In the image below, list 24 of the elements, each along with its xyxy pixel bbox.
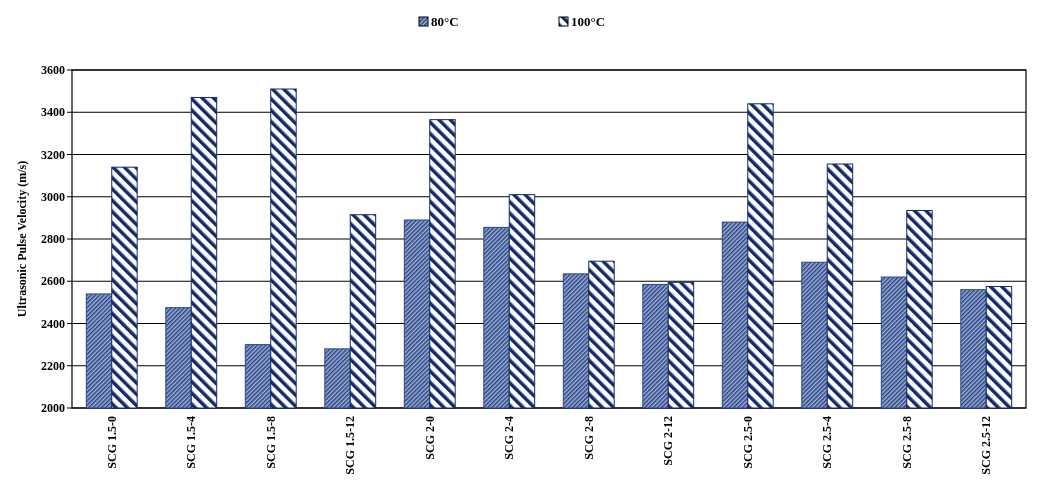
y-tick-label: 3400	[41, 105, 65, 120]
x-tick-label: SCG 2-4	[502, 416, 517, 460]
y-tick-label: 3600	[41, 63, 65, 78]
legend-label: 80°C	[431, 14, 459, 29]
y-axis-title: Ultrasonic Pulse Velocity (m/s)	[15, 160, 29, 318]
y-tick-label: 2000	[41, 401, 65, 416]
y-tick-label: 2200	[41, 358, 65, 373]
legend-label: 100°C	[571, 14, 606, 29]
x-tick-label: SCG 2-0	[422, 416, 437, 460]
y-tick-label: 3000	[41, 189, 65, 204]
y-tick-label: 2800	[41, 232, 65, 247]
x-tick-label: SCG 1.5-0	[104, 416, 119, 469]
x-tick-label: SCG 2-12	[661, 416, 676, 466]
y-tick-label: 3200	[41, 147, 65, 162]
x-tick-label: SCG 1.5-4	[184, 416, 199, 469]
x-tick-label: SCG 2.5-12	[979, 416, 994, 475]
x-tick-label: SCG 2.5-0	[740, 416, 755, 469]
x-tick-label: SCG 2.5-4	[820, 416, 835, 469]
x-tick-label: SCG 1.5-8	[263, 416, 278, 469]
y-tick-label: 2600	[41, 274, 65, 289]
x-tick-label: SCG 1.5-12	[343, 416, 358, 475]
x-tick-label: SCG 2-8	[581, 416, 596, 460]
x-tick-label: SCG 2.5-8	[899, 416, 914, 469]
y-tick-label: 2400	[41, 316, 65, 331]
